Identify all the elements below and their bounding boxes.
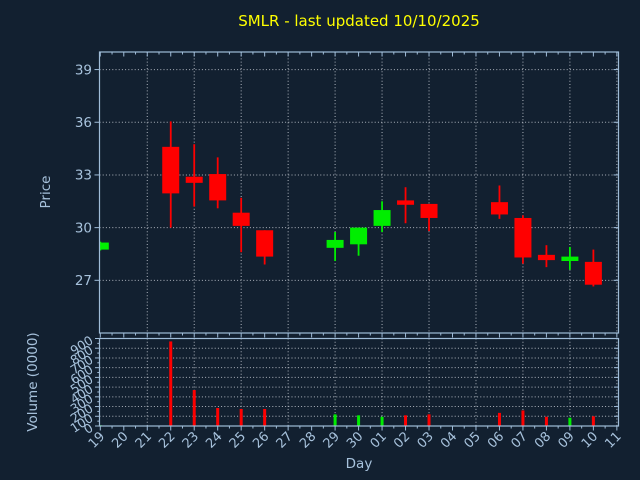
candle-body-30: [350, 227, 368, 245]
volume-panel-border: [98, 337, 620, 427]
volume-bar-23: [192, 390, 196, 426]
x-tick-label-01: 01: [368, 429, 390, 451]
x-tick-label-03: 03: [415, 429, 437, 451]
x-tick-label-07: 07: [508, 429, 530, 451]
candle-body-07: [514, 217, 532, 258]
candles-layer: [99, 121, 602, 287]
candle-body-02: [397, 200, 415, 205]
candle-body-29: [326, 239, 344, 248]
volume-bar-24: [216, 408, 220, 426]
volume-bar-10: [591, 416, 595, 426]
candle-body-22: [162, 146, 180, 194]
x-tick-label-02: 02: [391, 429, 413, 451]
candle-body-23: [185, 176, 203, 183]
volume-bar-30: [357, 415, 361, 426]
candle-body-08: [537, 254, 555, 261]
candle-body-03: [420, 203, 438, 218]
x-tick-label-28: 28: [297, 429, 319, 451]
x-tick-label-26: 26: [250, 429, 272, 451]
x-tick-label-04: 04: [438, 429, 460, 451]
x-tick-label-29: 29: [321, 429, 343, 451]
candle-body-24: [209, 174, 227, 201]
volume-bar-07: [521, 410, 525, 426]
x-tick-label-21: 21: [133, 429, 155, 451]
candle-body-06: [490, 202, 508, 215]
candle-body-26: [256, 230, 274, 257]
volume-bar-22: [169, 341, 173, 426]
volume-bar-06: [497, 412, 501, 426]
candle-body-25: [232, 212, 250, 226]
x-axis-title: Day: [345, 456, 373, 472]
volume-bar-25: [239, 408, 243, 426]
price-tick-label-33: 33: [75, 168, 92, 184]
candle-body-19: [99, 242, 109, 250]
x-tick-label-25: 25: [227, 429, 249, 451]
x-tick-label-20: 20: [109, 429, 131, 451]
x-tick-label-30: 30: [344, 429, 366, 451]
x-tick-label-06: 06: [485, 429, 507, 451]
x-tick-label-23: 23: [180, 429, 202, 451]
price-tick-label-36: 36: [75, 115, 92, 131]
candle-body-09: [561, 256, 579, 261]
x-tick-label-09: 09: [555, 429, 577, 451]
x-tick-label-08: 08: [532, 429, 554, 451]
volume-bar-02: [404, 415, 408, 426]
x-tick-label-11: 11: [602, 429, 624, 451]
volume-bar-09: [568, 417, 572, 426]
x-tick-label-24: 24: [203, 429, 225, 451]
candle-body-10: [584, 261, 602, 285]
candle-body-01: [373, 210, 391, 226]
price-tick-label-30: 30: [75, 220, 92, 236]
volume-bar-08: [544, 416, 548, 426]
x-tick-label-10: 10: [579, 429, 601, 451]
volume-bar-26: [263, 408, 267, 426]
price-tick-label-39: 39: [75, 62, 92, 78]
x-tick-label-27: 27: [274, 429, 296, 451]
chart-title: SMLR - last updated 10/10/2025: [238, 12, 480, 30]
price-tick-label-27: 27: [75, 273, 92, 289]
x-tick-label-05: 05: [462, 429, 484, 451]
volume-bar-29: [333, 414, 337, 426]
volume-bar-03: [427, 414, 431, 426]
volume-bar-01: [380, 416, 384, 426]
x-tick-label-22: 22: [156, 429, 178, 451]
